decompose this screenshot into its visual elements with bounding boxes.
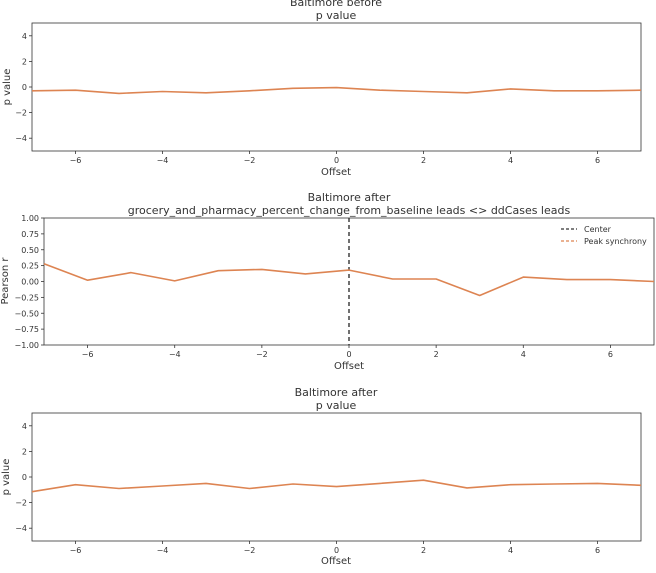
x-tick-label: −6 [82, 350, 94, 359]
chart-baltimore-after-p-value: Baltimore after p value −6 −4 −2 0 2 4 6 −4 −2 0 2… [1, 386, 642, 567]
chart-baltimore-before-p-value: Baltimore before p value −6 −4 −2 0 2 4 6 −4 −2 0… [2, 0, 642, 178]
x-tick-label: 4 [521, 350, 526, 359]
legend-center-label: Center [584, 225, 612, 234]
y-tick-label: 0.00 [21, 278, 39, 287]
x-tick-label: 2 [421, 156, 426, 165]
plot-area: −6 −4 −2 0 2 4 6 −1.00 −0.75 −0.50 −0.25 0.00 0.25 0.… [14, 214, 655, 359]
series-line [31, 86, 642, 95]
y-tick-label: 2 [22, 57, 27, 66]
x-tick-label: 4 [508, 156, 513, 165]
y-tick-label: 4 [22, 422, 27, 431]
y-tick-label: −4 [15, 524, 27, 533]
x-tick-label: 0 [334, 546, 339, 555]
legend-peak-label: Peak synchrony [584, 237, 647, 246]
plot-area: −6 −4 −2 0 2 4 6 −4 −2 0 2 4 [15, 412, 642, 555]
y-tick-label: −2 [15, 499, 27, 508]
y-tick-label: −0.75 [14, 325, 39, 334]
y-axis-label: p value [1, 459, 12, 496]
y-tick-label: 0.50 [21, 246, 39, 255]
chart-subtitle: p value [316, 9, 357, 22]
y-tick-label: 0 [22, 473, 27, 482]
x-tick-label: −2 [244, 156, 256, 165]
x-axis-label: Offset [321, 167, 351, 178]
x-tick-label: −4 [169, 350, 181, 359]
plot-frame [31, 412, 642, 542]
plot-area: −6 −4 −2 0 2 4 6 −4 −2 0 2 4 [15, 22, 642, 165]
series-line [43, 262, 655, 297]
y-tick-label: 4 [22, 32, 27, 41]
y-tick-label: −0.25 [14, 293, 39, 302]
x-tick-label: 0 [346, 350, 351, 359]
series-line [31, 479, 642, 493]
x-tick-label: 4 [508, 546, 513, 555]
x-tick-label: −2 [244, 546, 256, 555]
x-tick-label: 2 [421, 546, 426, 555]
legend-box [556, 221, 650, 249]
y-tick-label: 2 [22, 447, 27, 456]
chart-subtitle: p value [316, 399, 357, 412]
y-tick-label: −0.50 [14, 309, 39, 318]
y-axis-label: p value [2, 69, 13, 106]
x-tick-label: 0 [334, 156, 339, 165]
x-tick-label: −6 [70, 546, 82, 555]
x-tick-label: 6 [608, 350, 613, 359]
x-axis-label: Offset [334, 361, 364, 372]
x-tick-label: 6 [595, 546, 600, 555]
chart-title: Baltimore after [295, 386, 378, 399]
x-tick-label: 2 [434, 350, 439, 359]
x-tick-label: −4 [157, 546, 169, 555]
y-axis-label: Pearson r [0, 257, 11, 305]
chart-title: Baltimore before [290, 0, 382, 9]
chart-baltimore-after-pearson: Baltimore after grocery_and_pharmacy_per… [0, 191, 655, 372]
y-tick-label: 0.25 [21, 262, 39, 271]
y-tick-label: 0.75 [21, 230, 39, 239]
x-tick-label: −2 [256, 350, 268, 359]
chart-title: Baltimore after [308, 191, 391, 204]
legend: Center Peak synchrony [556, 221, 650, 249]
y-tick-label: 1.00 [21, 214, 39, 223]
y-tick-label: −2 [15, 109, 27, 118]
x-tick-label: 6 [595, 156, 600, 165]
y-tick-label: −1.00 [14, 341, 39, 350]
x-tick-label: −6 [70, 156, 82, 165]
x-tick-label: −4 [157, 156, 169, 165]
x-axis-label: Offset [321, 556, 351, 567]
y-tick-label: −4 [15, 134, 27, 143]
y-tick-label: 0 [22, 83, 27, 92]
chart-subtitle: grocery_and_pharmacy_percent_change_from… [128, 204, 571, 217]
